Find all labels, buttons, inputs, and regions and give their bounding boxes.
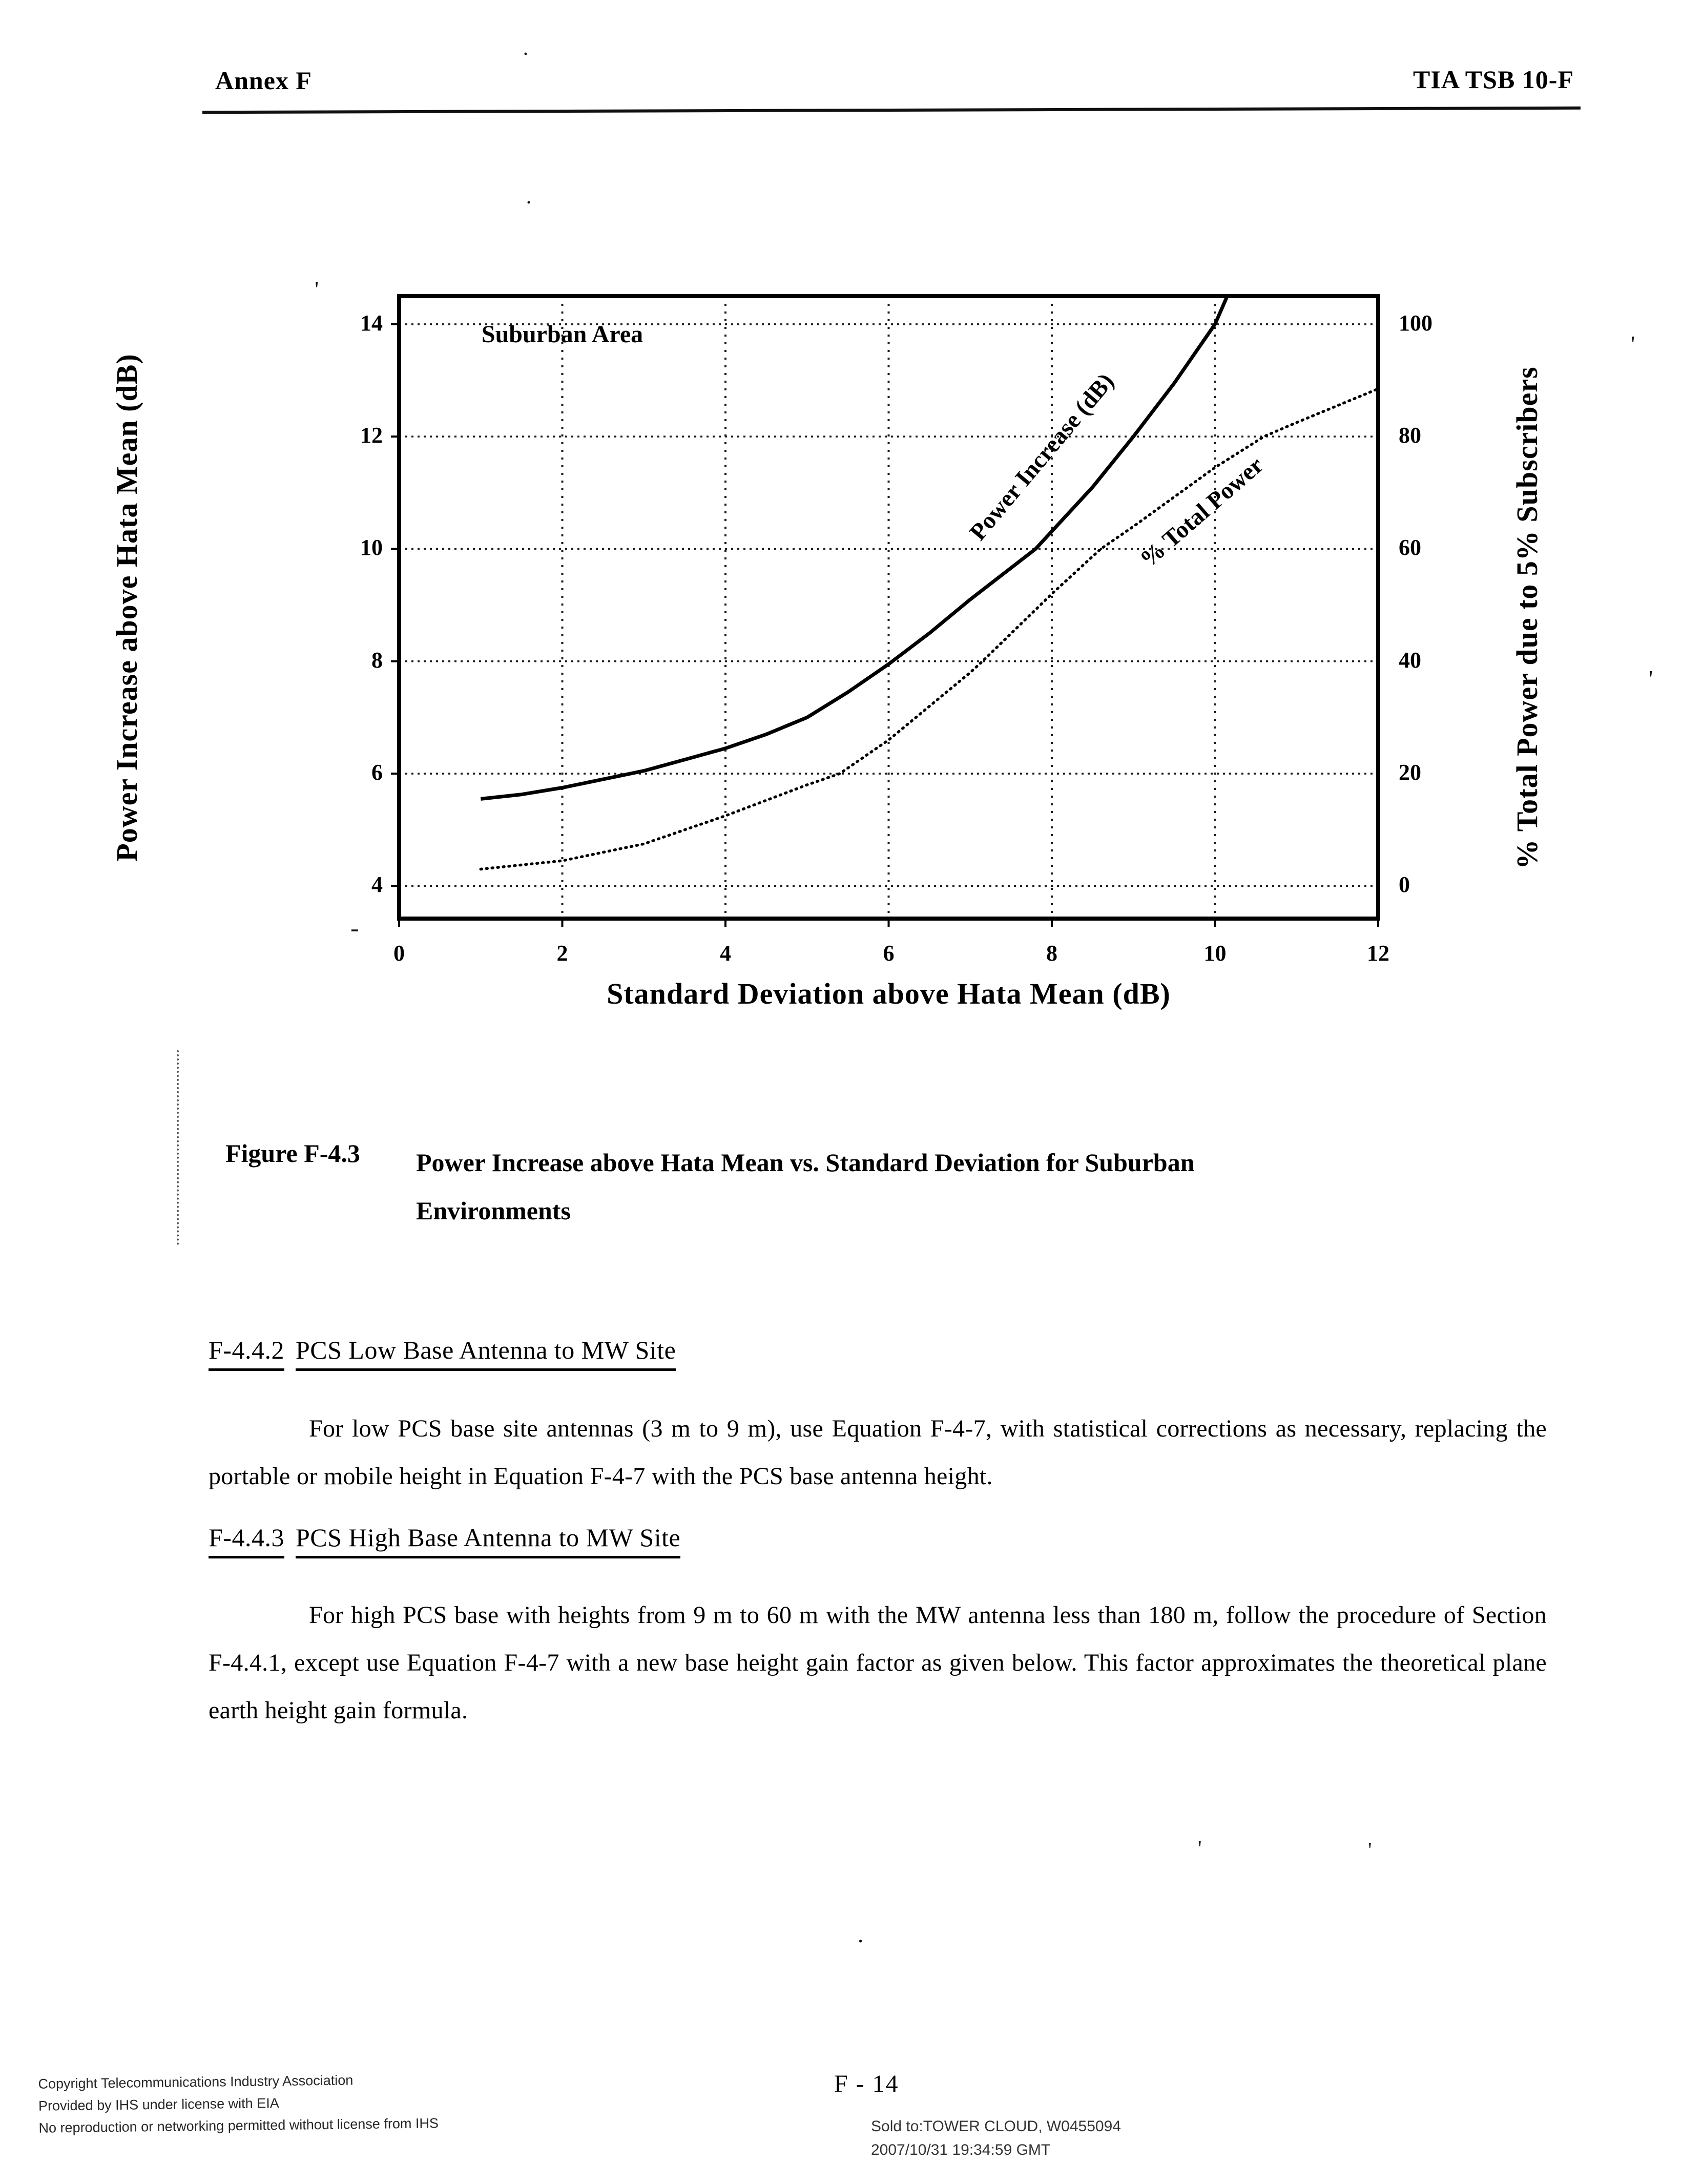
y-axis-right-title: % Total Power due to 5% Subscribers [1510,366,1544,869]
footer-sold-to-timestamp: 2007/10/31 19:34:59 GMT [871,2141,1051,2158]
scan-speck: · [857,1928,865,1954]
chart-annotation: Power Increase (dB) [964,368,1119,546]
figure-caption-title-line1: Power Increase above Hata Mean vs. Stand… [416,1148,1195,1177]
y-left-tick-label: 8 [371,647,383,673]
figure-caption-title: Power Increase above Hata Mean vs. Stand… [416,1138,1195,1235]
figure-caption-label: Figure F-4.3 [225,1139,360,1168]
y-right-tick-label: 40 [1399,647,1421,673]
section-paragraph-f442: For low PCS base site antennas (3 m to 9… [209,1415,1547,1490]
y-left-tick-label: 12 [360,423,383,448]
section-heading-f443: F-4.4.3 PCS High Base Antenna to MW Site [209,1523,681,1558]
y-right-tick-label: 20 [1399,760,1421,785]
scan-speck: · [525,191,532,215]
x-tick-label: 8 [1046,941,1057,966]
footer-copyright-line: No reproduction or networking permitted … [38,2115,439,2136]
chart-annotation: Suburban Area [482,321,643,348]
header-annex-label: Annex F [215,66,312,95]
y-left-tick-label: 10 [360,535,383,560]
x-axis-title: Standard Deviation above Hata Mean (dB) [607,977,1171,1010]
x-tick-label: 12 [1367,941,1389,966]
y-axis-left-title: Power Increase above Hata Mean (dB) [110,353,143,862]
y-right-tick-label: 60 [1399,535,1421,560]
y-left-tick-label: 6 [371,760,383,785]
scan-speck: ' [1198,1837,1202,1861]
figure-caption: Figure F-4.3 Power Increase above Hata M… [225,1138,1195,1235]
y-left-tick-label: 4 [371,872,383,898]
figure-caption-title-line2: Environments [416,1196,571,1225]
y-right-tick-label: 0 [1399,872,1410,898]
x-tick-label: 4 [720,941,731,966]
x-tick-label: 0 [393,941,405,966]
section-title: PCS Low Base Antenna to MW Site [295,1336,676,1371]
x-tick-label: 10 [1203,941,1227,966]
x-tick-label: 2 [556,941,568,966]
section-heading-f442: F-4.4.2 PCS Low Base Antenna to MW Site [209,1335,676,1371]
y-right-tick-label: 100 [1399,310,1432,336]
left-margin-scan-dots [177,1050,179,1245]
scan-speck: - [350,913,359,942]
scan-speck: ' [1631,331,1635,357]
header-rule [202,106,1581,114]
plot-border [397,294,1380,921]
footer-sold-to-block: Sold to:TOWER CLOUD, W0455094 2007/10/31… [871,2115,1121,2162]
page-number: F - 14 [834,2070,899,2097]
section-paragraph-f443: For high PCS base with heights from 9 m … [209,1601,1547,1724]
x-tick-label: 6 [883,941,895,966]
section-title: PCS High Base Antenna to MW Site [295,1523,681,1558]
y-left-tick-label: 14 [360,310,383,336]
scan-speck: ' [1649,665,1653,692]
footer-copyright-block: Copyright Telecommunications Industry As… [38,2068,439,2139]
series-curve-power-increase-db [480,295,1229,801]
scan-speck: ' [1368,1839,1372,1862]
figure-chart: Suburban Area Power Increase (dB) % Total … [110,294,1544,1010]
y-right-tick-label: 80 [1399,423,1421,448]
header-standard-label: TIA TSB 10-F [1413,65,1574,94]
scan-speck: · [522,43,529,66]
footer-sold-to-line: Sold to:TOWER CLOUD, W0455094 [871,2118,1121,2135]
section-number: F-4.4.2 [209,1336,284,1371]
series-curve-total-power [479,387,1380,871]
section-number: F-4.4.3 [209,1523,284,1558]
scan-speck: ' [315,276,319,302]
